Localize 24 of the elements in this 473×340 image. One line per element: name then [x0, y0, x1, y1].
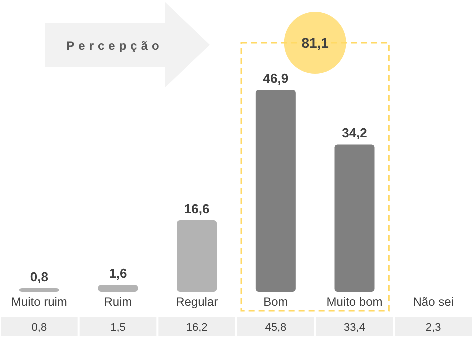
bar: [334, 144, 375, 292]
bar: [256, 90, 296, 292]
x-tick-label: Muito bom: [326, 295, 383, 309]
text: 2,3: [426, 322, 442, 334]
chart-title: Percepção: [66, 39, 164, 53]
data-label: 16,6: [184, 202, 210, 217]
data-label: 0,8: [30, 270, 48, 285]
data-label: 1,6: [109, 266, 128, 282]
x-tick-label: Bom: [264, 295, 288, 309]
text: 0,8: [32, 322, 48, 334]
bar: [19, 288, 60, 292]
text: 1,5: [110, 322, 126, 334]
data-label: 46,9: [263, 71, 289, 86]
bar: [98, 285, 138, 292]
data-label: 34,2: [342, 126, 368, 141]
text: 81,1: [302, 35, 330, 51]
text: 45,8: [265, 322, 287, 334]
x-tick-label: Regular: [176, 295, 218, 309]
bar: [177, 220, 218, 292]
text: 16,2: [186, 322, 208, 334]
text: 33,4: [344, 322, 366, 334]
x-tick-label: Não sei: [413, 295, 454, 309]
x-tick-label: Muito ruim: [11, 295, 68, 309]
x-tick-label: Ruim: [104, 295, 132, 309]
